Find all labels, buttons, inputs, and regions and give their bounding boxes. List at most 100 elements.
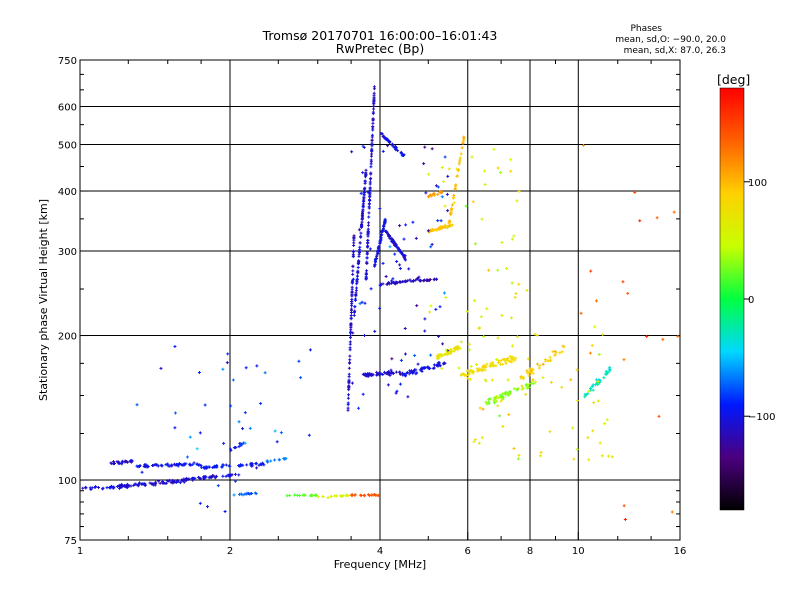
data-point <box>436 364 440 368</box>
data-point <box>520 384 524 388</box>
data-point <box>513 295 517 299</box>
data-point <box>384 229 388 233</box>
data-point <box>602 376 606 380</box>
data-point <box>601 333 605 337</box>
data-point <box>517 282 521 286</box>
data-point <box>350 285 354 289</box>
data-point <box>455 174 459 178</box>
plot-grid <box>80 60 680 540</box>
data-point <box>391 371 395 375</box>
data-point <box>150 482 154 486</box>
data-point <box>363 181 367 185</box>
data-point <box>575 368 579 372</box>
data-point <box>384 274 388 278</box>
data-point <box>435 354 439 358</box>
y-tick-label: 500 <box>58 141 77 152</box>
data-point <box>382 370 386 374</box>
data-point <box>371 128 375 132</box>
data-point <box>463 373 467 377</box>
data-point <box>464 204 468 208</box>
data-point <box>443 155 447 159</box>
data-point <box>606 454 610 458</box>
data-point <box>178 481 182 485</box>
data-point <box>414 236 418 240</box>
data-point <box>428 310 432 314</box>
data-point <box>504 361 508 365</box>
data-point <box>460 146 464 150</box>
data-point <box>498 396 502 400</box>
y-axis-label: Stationary phase Virtual Height [km] <box>37 199 50 401</box>
data-point <box>203 403 207 407</box>
data-point <box>134 482 138 486</box>
data-point <box>364 276 368 280</box>
data-point <box>508 355 512 359</box>
data-point <box>375 254 379 258</box>
data-point <box>375 370 379 374</box>
data-point <box>243 411 247 415</box>
data-point <box>361 171 365 175</box>
data-point <box>383 220 387 224</box>
data-point <box>468 377 472 381</box>
data-point <box>348 348 352 352</box>
data-point <box>491 363 495 367</box>
data-point <box>329 494 333 498</box>
data-point <box>435 277 439 281</box>
data-point <box>435 228 439 232</box>
data-point <box>188 462 192 466</box>
phase-legend: Phases mean, sd,O: −90.0, 20.0 mean, sd,… <box>615 24 726 56</box>
data-point <box>285 494 289 498</box>
data-point <box>360 217 364 221</box>
data-point <box>94 485 98 489</box>
data-point <box>346 493 350 497</box>
data-point <box>475 367 479 371</box>
data-point <box>398 263 402 267</box>
data-point <box>351 272 355 276</box>
data-point <box>492 401 496 405</box>
data-point <box>393 252 397 256</box>
data-point <box>372 107 376 111</box>
data-point <box>378 283 382 287</box>
data-point <box>359 493 363 497</box>
data-point <box>348 354 352 358</box>
data-point <box>350 381 354 385</box>
data-point <box>369 165 373 169</box>
data-point <box>381 227 385 231</box>
data-point <box>407 267 411 271</box>
data-point <box>359 231 363 235</box>
data-point <box>349 323 353 327</box>
data-point <box>480 217 484 221</box>
data-point <box>368 199 372 203</box>
x-axis: 1 2 4 6 8 10 16 <box>77 60 686 557</box>
y-tick-label: 750 <box>58 56 77 67</box>
data-point <box>381 149 385 153</box>
data-point <box>349 316 353 320</box>
data-point <box>543 359 547 363</box>
data-point <box>587 389 591 393</box>
data-point <box>588 386 592 390</box>
data-point <box>394 391 398 395</box>
data-point <box>158 481 162 485</box>
data-point <box>405 370 409 374</box>
data-point <box>494 364 498 368</box>
data-point <box>483 183 487 187</box>
data-point <box>411 220 415 224</box>
data-point <box>351 331 355 335</box>
data-point <box>403 352 407 356</box>
data-point <box>372 87 376 91</box>
data-point <box>369 160 373 164</box>
data-point <box>166 479 170 483</box>
data-point <box>386 383 390 387</box>
data-point <box>237 473 241 477</box>
data-point <box>594 299 598 303</box>
data-point <box>399 358 403 362</box>
data-point <box>482 334 486 338</box>
data-point <box>253 491 257 495</box>
data-point <box>403 258 407 262</box>
data-point <box>366 241 370 245</box>
data-point <box>429 304 433 308</box>
colorbar-tick-label: 0 <box>748 295 754 306</box>
data-point <box>508 392 512 396</box>
data-point <box>440 191 444 195</box>
x-tick-label: 2 <box>227 546 233 557</box>
data-point <box>224 474 228 478</box>
